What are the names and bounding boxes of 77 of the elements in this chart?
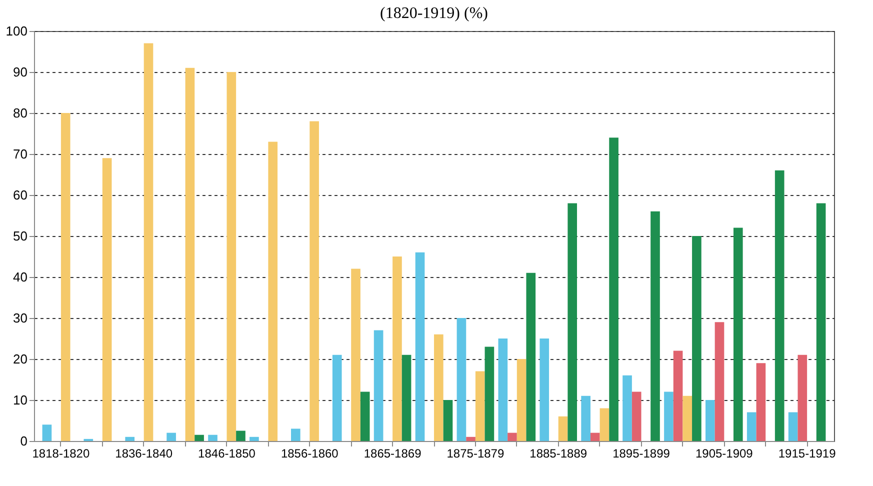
bar: [774, 170, 784, 441]
bar: [392, 256, 402, 441]
x-tick-label: 1856-1860: [280, 446, 339, 460]
bar: [374, 330, 384, 441]
y-tick-label: 50: [13, 228, 28, 244]
bar: [290, 428, 300, 441]
x-tick-label: 1905-1909: [695, 446, 754, 460]
bar: [443, 400, 453, 441]
bar: [466, 436, 476, 441]
x-tick-label: 1846-1850: [198, 446, 256, 460]
bar: [798, 354, 808, 441]
bar: [351, 268, 360, 441]
bar: [788, 412, 798, 441]
bar: [516, 359, 526, 441]
y-tick-label: 100: [6, 24, 28, 38]
bar: [632, 392, 642, 441]
y-tick-label: 60: [13, 188, 28, 202]
x-tick-label: 1865-1869: [364, 446, 422, 460]
bar: [332, 354, 342, 441]
bar: [600, 408, 610, 441]
y-tick-label: 90: [13, 64, 28, 80]
bar: [581, 396, 590, 441]
bar: [42, 424, 52, 441]
chart-title: (1820-1919) (%): [380, 5, 488, 22]
y-tick-label: 0: [20, 434, 28, 448]
bar: [484, 346, 494, 441]
bar: [540, 338, 550, 441]
bar: [360, 392, 370, 441]
bar: [102, 158, 112, 441]
y-tick-label: 40: [13, 270, 28, 284]
bar: [268, 142, 278, 441]
bar: [733, 228, 743, 441]
bar: [622, 375, 632, 441]
bar: [125, 436, 135, 441]
bar: [194, 434, 204, 441]
bar: [185, 68, 195, 441]
x-tick-label: 1818-1820: [32, 446, 90, 460]
bar: [60, 113, 70, 441]
bar: [208, 434, 218, 441]
bar: [402, 354, 412, 441]
x-tick-label: 1915-1919: [778, 446, 836, 460]
bar: [144, 43, 154, 441]
bar: [310, 121, 319, 441]
bar: [166, 432, 176, 441]
bar: [673, 350, 683, 441]
y-tick-label: 30: [13, 310, 28, 326]
x-tick-label: 1875-1879: [446, 446, 504, 460]
bar: [664, 392, 674, 441]
y-tick-label: 10: [13, 392, 28, 408]
bar: [226, 72, 236, 441]
bar: [415, 252, 425, 441]
bar: [475, 371, 485, 441]
bar: [250, 436, 259, 441]
bar: [526, 272, 536, 441]
bar: [236, 430, 246, 441]
y-tick-label: 70: [13, 146, 28, 162]
bar: [692, 236, 702, 441]
y-tick-label: 80: [13, 106, 28, 120]
bar: [590, 432, 600, 441]
bar: [568, 203, 578, 441]
bar: [456, 318, 466, 441]
bar: [682, 396, 692, 441]
x-tick-label: 1895-1899: [612, 446, 670, 460]
bar: [434, 334, 444, 441]
bar: [816, 203, 826, 441]
bar: [756, 363, 766, 441]
bar: [746, 412, 756, 441]
bar: [706, 400, 715, 441]
y-tick-label: 20: [13, 352, 28, 366]
bar: [498, 338, 508, 441]
bar: [508, 432, 517, 441]
x-tick-label: 1885-1889: [530, 446, 588, 460]
bar: [650, 211, 660, 441]
bar: [714, 322, 724, 441]
bar: [558, 416, 568, 441]
x-tick-label: 1836-1840: [115, 446, 173, 460]
bar: [609, 138, 618, 441]
